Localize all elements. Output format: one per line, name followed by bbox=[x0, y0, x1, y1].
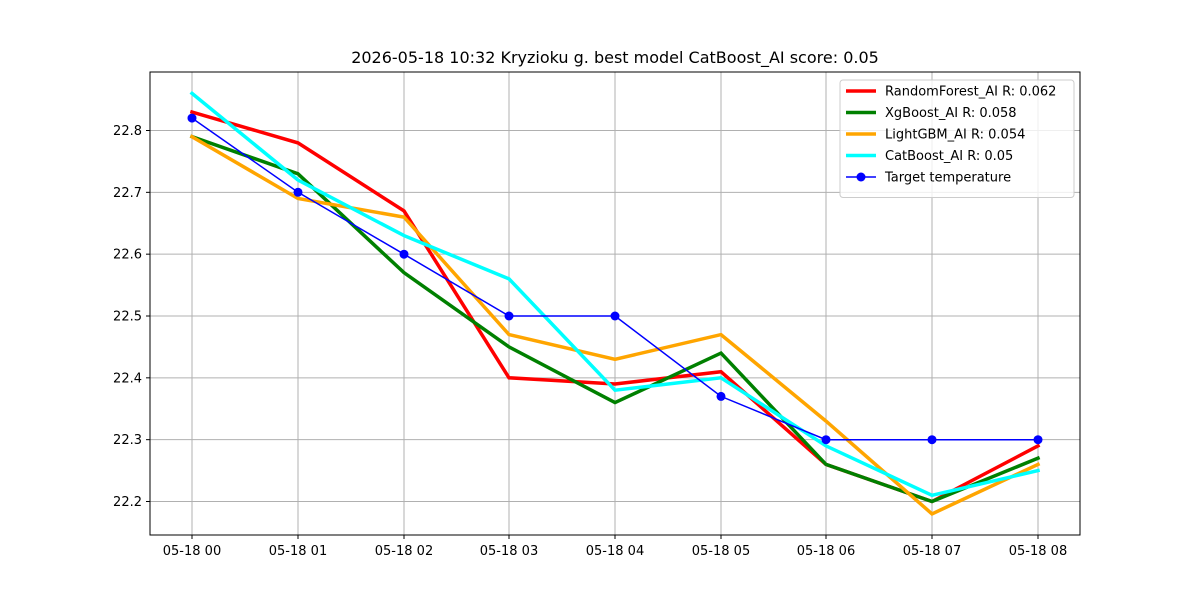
data-point bbox=[293, 187, 303, 197]
legend: RandomForest_AI R: 0.062 XgBoost_AI R: 0.… bbox=[839, 79, 1075, 198]
x-tick-label: 05-18 07 bbox=[903, 544, 961, 559]
series-group bbox=[187, 90, 1043, 516]
y-tick-label: 22.5 bbox=[113, 310, 142, 325]
data-point bbox=[504, 311, 514, 321]
x-tick-label: 05-18 00 bbox=[163, 544, 221, 559]
x-tick-label: 05-18 06 bbox=[797, 544, 855, 559]
legend-label: Target temperature bbox=[884, 171, 1011, 186]
legend-label: LightGBM_AI R: 0.054 bbox=[885, 128, 1025, 143]
legend-box bbox=[839, 79, 1075, 198]
chart-title: 2026-05-18 10:32 Kryzioku g. best model … bbox=[351, 48, 879, 68]
x-tick-label: 05-18 02 bbox=[375, 544, 433, 559]
x-tick-label: 05-18 05 bbox=[692, 544, 750, 559]
series-line-xgboost-ai-r-0-058 bbox=[189, 134, 1041, 504]
legend-label: CatBoost_AI R: 0.05 bbox=[885, 149, 1013, 164]
data-point bbox=[1033, 435, 1043, 445]
data-point bbox=[716, 391, 726, 401]
x-tick-label: 05-18 03 bbox=[480, 544, 538, 559]
data-point bbox=[821, 435, 831, 445]
series-line-catboost-ai-r-0-05 bbox=[189, 90, 1041, 498]
data-point bbox=[610, 311, 620, 321]
legend-label: XgBoost_AI R: 0.058 bbox=[885, 106, 1017, 121]
y-tick-label: 22.7 bbox=[113, 186, 142, 201]
legend-label: RandomForest_AI R: 0.062 bbox=[885, 85, 1056, 100]
y-tick-label: 22.4 bbox=[113, 371, 142, 386]
y-tick-label: 22.3 bbox=[113, 433, 142, 448]
legend-marker bbox=[856, 172, 866, 182]
data-point bbox=[399, 249, 409, 259]
y-tick-label: 22.2 bbox=[113, 495, 142, 510]
x-tick-label: 05-18 04 bbox=[586, 544, 644, 559]
data-point bbox=[187, 113, 197, 123]
axes: 05-18 00 05-18 01 05-18 02 05-18 03 05-18 04… bbox=[113, 124, 1067, 559]
data-point bbox=[927, 435, 937, 445]
x-tick-label: 05-18 01 bbox=[269, 544, 327, 559]
y-tick-label: 22.6 bbox=[113, 248, 142, 263]
x-tick-label: 05-18 08 bbox=[1009, 544, 1067, 559]
y-tick-label: 22.8 bbox=[113, 124, 142, 139]
series-line-lightgbm-ai-r-0-054 bbox=[189, 134, 1041, 516]
